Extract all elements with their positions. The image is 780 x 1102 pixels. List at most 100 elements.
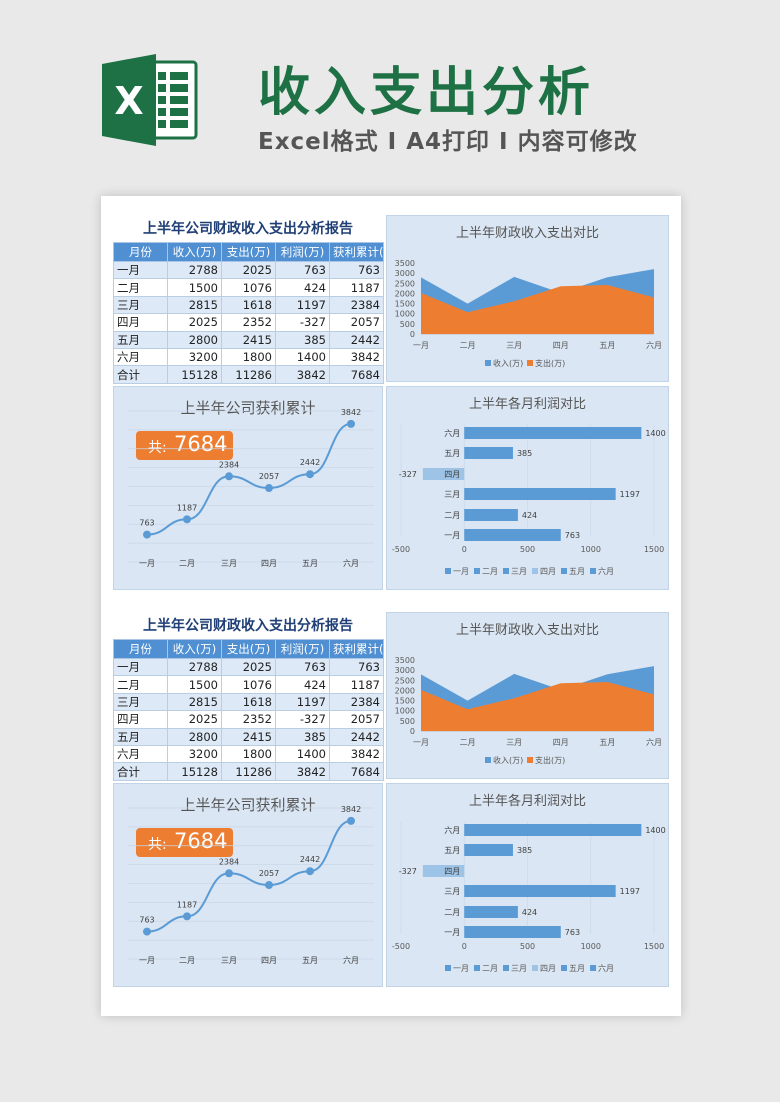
spreadsheet-page: 上半年公司财政收入支出分析报告 月份 收入(万) 支出(万) 利润(万) 获利累… [101, 196, 681, 1016]
income-expense-panel: 上半年财政收入支出对比 0 500 1000 1500 2000 2500 3000 3500… [386, 612, 669, 779]
income-expense-panel: 上半年财政收入支出对比 0 500 1000 1500 2000 2500 3000 3500… [386, 215, 669, 382]
data-point [143, 927, 151, 936]
table-cell: 2025 [167, 313, 222, 332]
x-tick-label: 五月 [302, 956, 318, 965]
y-tick-label: 1500 [395, 300, 415, 309]
table-cell: 1618 [221, 692, 276, 712]
y-tick-label: 500 [400, 717, 415, 726]
category-label: 五月 [444, 449, 460, 458]
table-cell: 763 [275, 657, 330, 677]
legend-swatch [590, 965, 596, 971]
x-tick-label: 六月 [343, 558, 359, 568]
y-tick-label: 2500 [395, 279, 415, 288]
table-cell: 1500 [167, 675, 222, 694]
page-subtitle: Excel格式 I A4打印 I 内容可修改 [258, 129, 638, 155]
legend-label: 收入(万) [493, 358, 523, 368]
x-tick-label: 四月 [261, 956, 277, 965]
table-row: 三月 2815 1618 1197 2384 [113, 295, 384, 315]
category-label: 二月 [444, 908, 460, 917]
legend-label: 四月 [540, 964, 556, 973]
x-tick-label: 五月 [599, 738, 615, 747]
cumulative-line [146, 422, 352, 536]
category-label: 三月 [444, 887, 460, 896]
data-label: 2057 [259, 869, 279, 878]
finance-table: 月份 收入(万) 支出(万) 利润(万) 获利累计(万) 一月278820257… [113, 242, 384, 384]
x-tick-label: 四月 [553, 738, 569, 747]
x-tick-label: 二月 [179, 559, 195, 568]
table-cell: 385 [275, 330, 330, 349]
legend-label: 支出(万) [535, 358, 565, 368]
table-cell: 2788 [167, 657, 222, 677]
data-label: 3842 [341, 408, 361, 417]
table-cell: 1197 [275, 295, 330, 315]
report-section: 上半年公司财政收入支出分析报告 月份 收入(万) 支出(万) 利润(万) 获利累… [113, 215, 669, 591]
table-cell: 二月 [113, 675, 168, 694]
table-cell: 1500 [167, 278, 222, 297]
table-cell: 2025 [167, 710, 222, 729]
table-row: 二月 1500 1076 424 1187 [113, 675, 384, 694]
data-label: 763 [565, 531, 580, 540]
table-cell: 1400 [275, 347, 330, 367]
col-header-month: 月份 [113, 639, 168, 659]
table-cell: 2800 [167, 727, 222, 746]
table-cell: 2352 [221, 710, 276, 729]
profit-bar [422, 468, 465, 480]
category-label: 三月 [444, 490, 460, 499]
table-cell: 1076 [221, 675, 276, 694]
total-label: 共: [148, 837, 167, 853]
profit-bar [422, 865, 465, 877]
table-row: 合计 15128 11286 3842 7684 [113, 365, 384, 384]
y-tick-label: 3500 [395, 259, 415, 268]
col-header-cumulative: 获利累计(万) [329, 639, 384, 659]
table-cell: 2415 [221, 727, 276, 746]
y-tick-label: 3000 [395, 269, 415, 278]
data-point [306, 470, 314, 479]
legend-label: 三月 [511, 964, 527, 973]
data-point [265, 484, 273, 493]
table-row: 六月 3200 1800 1400 3842 [113, 347, 384, 367]
table-row: 三月 2815 1618 1197 2384 [113, 692, 384, 712]
data-label: 385 [517, 846, 532, 855]
table-cell: 7684 [329, 365, 384, 384]
data-label: 763 [139, 519, 154, 528]
x-tick-label: 四月 [553, 341, 569, 350]
legend-label: 支出(万) [535, 755, 565, 765]
data-label: 424 [522, 511, 537, 520]
cumulative-line [146, 819, 352, 933]
legend-label: 收入(万) [493, 755, 523, 765]
table-cell: -327 [275, 313, 330, 332]
legend-label: 二月 [482, 964, 498, 973]
category-label: 四月 [444, 867, 460, 876]
col-header-expense: 支出(万) [221, 242, 276, 262]
data-point [143, 530, 151, 539]
legend-label: 六月 [598, 566, 614, 576]
legend-swatch [485, 757, 491, 763]
x-tick-label: 1500 [644, 545, 664, 554]
table-cell: 二月 [113, 278, 168, 297]
data-label: 2384 [219, 857, 239, 866]
table-row: 二月 1500 1076 424 1187 [113, 278, 384, 297]
table-cell: 15128 [167, 365, 222, 384]
x-tick-label: 0 [462, 942, 467, 951]
table-cell: 2352 [221, 313, 276, 332]
y-tick-label: 2000 [395, 289, 415, 298]
y-tick-label: 1000 [395, 707, 415, 716]
table-cell: 3842 [329, 744, 384, 764]
table-cell: 3200 [167, 347, 222, 367]
col-header-expense: 支出(万) [221, 639, 276, 659]
profit-bar [464, 885, 616, 897]
series-area-expense [421, 682, 654, 731]
chart-title: 上半年公司获利累计 [180, 796, 316, 814]
chart-title: 上半年各月利润对比 [468, 794, 586, 809]
x-tick-label: 0 [462, 545, 467, 554]
chart-title: 上半年公司获利累计 [180, 399, 316, 417]
table-cell: 1076 [221, 278, 276, 297]
legend-swatch [527, 360, 533, 366]
col-header-cumulative: 获利累计(万) [329, 242, 384, 262]
data-label: 2057 [259, 472, 279, 481]
table-cell: 1800 [221, 744, 276, 764]
x-tick-label: 二月 [460, 341, 476, 350]
legend-swatch [474, 568, 480, 574]
total-badge: 共: 7684 [136, 431, 233, 460]
